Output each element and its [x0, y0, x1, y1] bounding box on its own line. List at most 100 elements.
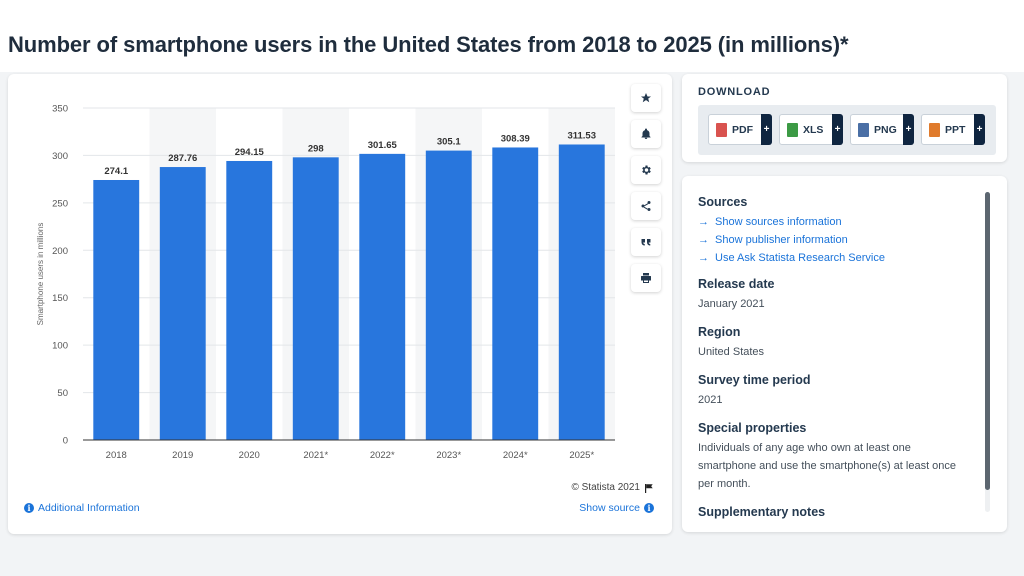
chart-card: 0 50 100 150 200 250 300 350 274.1 2018 287.76 2019… [8, 74, 672, 534]
y-tick-label: 100 [52, 341, 68, 352]
download-title: DOWNLOAD [698, 86, 771, 98]
flag-icon[interactable] [644, 483, 654, 493]
y-tick-label: 200 [52, 246, 68, 257]
x-tick-label: 2019 [172, 450, 193, 461]
x-tick-label: 2021* [303, 450, 328, 461]
print-icon [641, 273, 651, 283]
notification-button[interactable] [631, 120, 661, 148]
bar [492, 147, 539, 440]
bar [359, 153, 406, 440]
y-tick-label: 150 [52, 293, 68, 304]
bar [292, 157, 339, 440]
arrow-right-icon: → [698, 216, 709, 228]
y-tick-label: 350 [52, 104, 68, 115]
bar [425, 150, 472, 440]
ask-statista-link[interactable]: → Use Ask Statista Research Service [698, 249, 988, 267]
x-tick-label: 2023* [436, 450, 461, 461]
bar [226, 160, 273, 440]
region-value: United States [698, 346, 765, 358]
settings-button[interactable] [631, 156, 661, 184]
release-date-heading: Release date [698, 277, 775, 291]
additional-info-label: Additional Information [38, 502, 140, 514]
y-tick-label: 50 [57, 388, 68, 399]
special-properties-heading: Special properties [698, 421, 807, 435]
sources-heading: Sources [698, 195, 748, 209]
show-sources-label: Show sources information [715, 216, 842, 228]
statistic-details-panel: Sources → Show sources information → Sho… [682, 176, 1007, 532]
chart-toolbar [631, 84, 661, 300]
bell-icon [641, 128, 651, 139]
page-header: Number of smartphone users in the United… [0, 0, 1024, 72]
survey-period-value: 2021 [698, 394, 723, 406]
x-tick-label: 2020 [239, 450, 260, 461]
y-tick-label: 0 [63, 436, 68, 447]
share-icon [641, 201, 651, 211]
show-publisher-link[interactable]: → Show publisher information [698, 231, 988, 249]
details-content: Sources → Show sources information → Sho… [698, 195, 988, 523]
data-label: 311.53 [567, 130, 596, 141]
details-scrollbar[interactable] [985, 192, 990, 512]
download-pdf-button[interactable]: PDF + [708, 114, 772, 145]
show-source-label: Show source [579, 502, 640, 514]
supplementary-notes-heading: Supplementary notes [698, 505, 826, 519]
png-file-icon [858, 122, 869, 137]
download-ppt-button[interactable]: PPT + [921, 114, 985, 145]
share-button[interactable] [631, 192, 661, 220]
x-tick-label: 2022* [370, 450, 395, 461]
copyright-text: © Statista 2021 [571, 482, 640, 493]
info-icon: i [644, 503, 654, 513]
data-label: 294.15 [235, 147, 265, 158]
star-icon [641, 93, 651, 103]
xls-file-icon [787, 122, 798, 137]
survey-period-heading: Survey time period [698, 373, 811, 387]
arrow-right-icon: → [698, 234, 709, 246]
x-tick-label: 2025* [569, 450, 594, 461]
ppt-file-icon [929, 122, 940, 137]
info-icon: i [24, 503, 34, 513]
data-label: 298 [308, 143, 324, 154]
ask-statista-label: Use Ask Statista Research Service [715, 252, 885, 264]
download-tray: PDF + XLS + PNG + PPT + [698, 105, 996, 155]
additional-info-link[interactable]: i Additional Information [24, 502, 140, 514]
copyright: © Statista 2021 [571, 482, 654, 493]
y-tick-label: 250 [52, 198, 68, 209]
download-png-button[interactable]: PNG + [850, 114, 914, 145]
x-tick-label: 2024* [503, 450, 528, 461]
show-publisher-label: Show publisher information [715, 234, 848, 246]
bar-chart: 0 50 100 150 200 250 300 350 274.1 2018 287.76 2019… [36, 104, 615, 461]
quote-icon [641, 239, 651, 246]
region-heading: Region [698, 325, 741, 339]
bar [558, 144, 605, 440]
data-label: 305.1 [437, 137, 461, 148]
gear-icon [642, 165, 651, 175]
plus-icon: + [903, 114, 914, 145]
pdf-file-icon [716, 122, 727, 137]
data-label: 308.39 [501, 133, 530, 144]
scrollbar-thumb[interactable] [985, 192, 990, 490]
special-properties-value: Individuals of any age who own at least … [698, 442, 957, 490]
data-label: 301.65 [368, 140, 398, 151]
cite-button[interactable] [631, 228, 661, 256]
y-axis-title: Smartphone users in millions [36, 223, 45, 326]
download-xls-button[interactable]: XLS + [779, 114, 843, 145]
download-ppt-label: PPT [945, 123, 966, 136]
download-xls-label: XLS [803, 123, 824, 136]
release-date-value: January 2021 [698, 298, 765, 310]
arrow-right-icon: → [698, 252, 709, 264]
show-source-link[interactable]: Show source i [579, 502, 654, 514]
y-tick-label: 300 [52, 151, 68, 162]
download-png-label: PNG [874, 123, 897, 136]
favorite-button[interactable] [631, 84, 661, 112]
show-sources-link[interactable]: → Show sources information [698, 213, 988, 231]
data-label: 287.76 [168, 153, 197, 164]
plus-icon: + [761, 114, 772, 145]
plus-icon: + [974, 114, 985, 145]
plus-icon: + [832, 114, 843, 145]
bar [93, 179, 140, 440]
print-button[interactable] [631, 264, 661, 292]
download-pdf-label: PDF [732, 123, 753, 136]
bar [159, 167, 206, 440]
page-title: Number of smartphone users in the United… [8, 32, 849, 57]
download-panel: DOWNLOAD PDF + XLS + PNG + PPT + [682, 74, 1007, 162]
data-label: 274.1 [104, 166, 128, 177]
